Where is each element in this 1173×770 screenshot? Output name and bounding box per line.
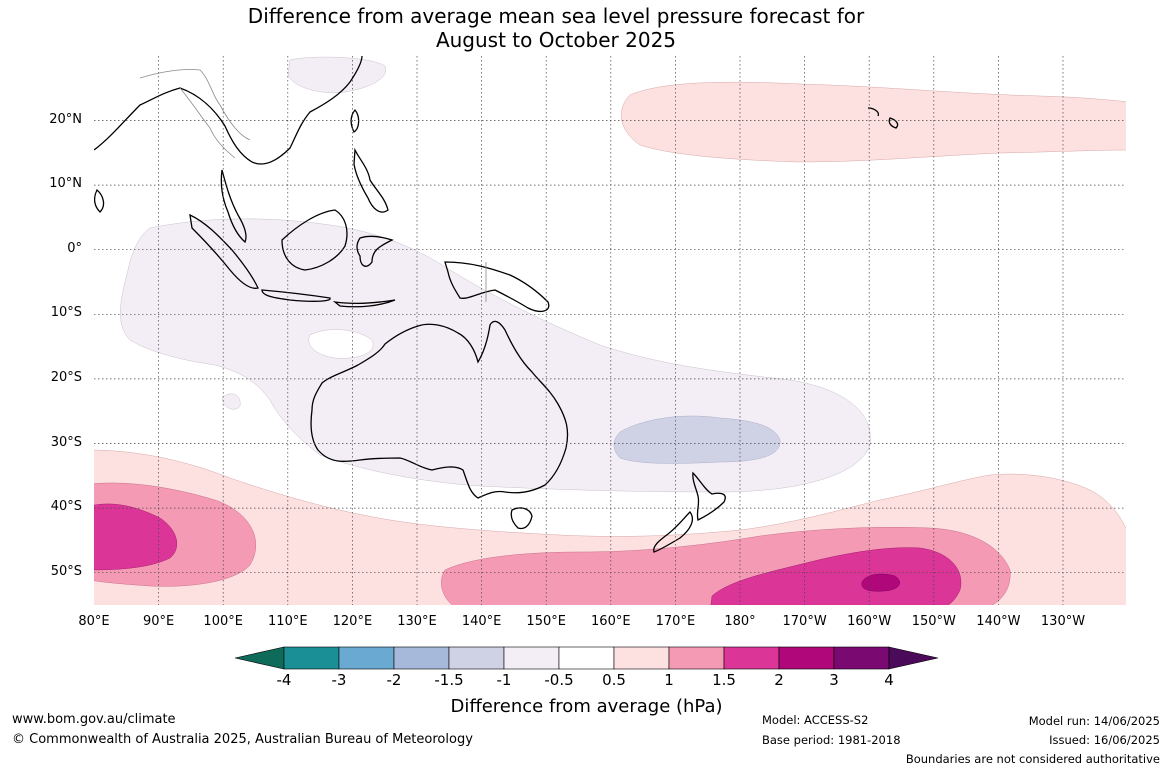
colorbar-swatch — [613, 646, 670, 670]
colorbar-swatch — [338, 646, 395, 670]
website-link[interactable]: www.bom.gov.au/climate — [12, 712, 176, 727]
new-guinea-coastline — [444, 261, 550, 313]
colorbar-tick-label: -1.5 — [434, 671, 464, 689]
asia-mainland-coastline — [94, 56, 363, 165]
model-label: Model: ACCESS-S2 — [762, 713, 869, 727]
sumatra-coastline — [189, 213, 259, 289]
latitude-label: 10°N — [49, 176, 82, 192]
colorbar-tick-label: 4 — [884, 671, 894, 689]
longitude-label: 110°E — [268, 614, 308, 629]
longitude-label: 80°E — [78, 614, 110, 629]
colorbar-tick-label: 0.5 — [602, 671, 626, 689]
anomaly-region-neutral-hole — [308, 329, 374, 359]
colorbar-extend-high — [888, 646, 939, 670]
longitude-label: 170°W — [782, 614, 827, 629]
latitude-label: 40°S — [50, 499, 82, 515]
colorbar-tick-label: 2 — [774, 671, 784, 689]
colorbar-swatch — [558, 646, 615, 670]
latitude-label: 50°S — [50, 563, 82, 579]
philippines-coastline — [353, 147, 389, 213]
colorbar-tick-label: -2 — [386, 671, 402, 689]
latitude-label: 20°S — [50, 369, 82, 385]
colorbar-swatch — [503, 646, 560, 670]
colorbar-swatch — [723, 646, 780, 670]
colorbar-swatch — [833, 646, 890, 670]
longitude-label: 160°E — [591, 614, 631, 629]
copyright-text: © Commonwealth of Australia 2025, Austra… — [12, 732, 473, 747]
anomaly-region-negative-moderate — [613, 415, 781, 464]
colorbar-tick-label: 1 — [664, 671, 674, 689]
anomaly-region-negative-light-north — [287, 56, 386, 93]
colorbar-tick-label: 3 — [829, 671, 839, 689]
colorbar-swatch — [283, 646, 340, 670]
colorbar-swatch — [668, 646, 725, 670]
title-line-2: August to October 2025 — [435, 28, 677, 52]
longitude-label: 140°W — [976, 614, 1021, 629]
anomaly-region-positive-strong-east — [710, 547, 962, 605]
latitude-label: 30°S — [50, 434, 82, 450]
latitude-label: 20°N — [49, 111, 82, 127]
coastlines — [94, 56, 899, 553]
anomaly-region-negative-light-sw — [221, 393, 241, 410]
colorbar-tick-label: -3 — [331, 671, 347, 689]
latitude-label: 0° — [67, 240, 82, 256]
colorbar-swatch — [393, 646, 450, 670]
chart-title: Difference from average mean sea level p… — [0, 4, 1172, 52]
java-coastline — [261, 289, 331, 302]
latitude-label: 10°S — [50, 305, 82, 321]
sri-lanka-coastline — [94, 188, 105, 213]
longitude-label: 170°E — [655, 614, 696, 629]
colorbar-tick-label: -0.5 — [544, 671, 574, 689]
longitude-label: 140°E — [461, 614, 502, 629]
model-run-label: Model run: 14/06/2025 — [1028, 714, 1160, 728]
sulawesi-coastline — [356, 235, 394, 267]
colorbar-tick-label: -4 — [276, 671, 292, 689]
graticule — [94, 56, 1126, 605]
new-zealand-north-island — [692, 471, 726, 521]
malay-peninsula-coastline — [220, 169, 247, 244]
longitude-label: 160°W — [847, 614, 892, 629]
longitude-label: 180° — [724, 614, 756, 629]
taiwan-coastline — [350, 108, 360, 133]
colorbar-title: Difference from average (hPa) — [450, 696, 723, 717]
anomaly-region-positive-strong-west — [94, 503, 178, 571]
colorbar — [234, 646, 939, 670]
anomaly-region-positive-north-pacific — [621, 81, 1126, 163]
longitude-label: 120°E — [332, 614, 373, 629]
pressure-anomaly-layer — [94, 56, 1126, 605]
longitude-label: 90°E — [142, 614, 175, 629]
colorbar-extend-low — [234, 646, 285, 670]
borneo-coastline — [281, 209, 348, 271]
longitude-label: 150°E — [526, 614, 566, 629]
colorbar-swatch — [448, 646, 505, 670]
australia-coastline — [310, 320, 569, 499]
country-borders — [139, 69, 487, 302]
new-zealand-south-island — [653, 511, 694, 553]
colorbar-tick-label: 1.5 — [712, 671, 736, 689]
longitude-label: 150°W — [911, 614, 956, 629]
longitude-label: 100°E — [203, 614, 243, 629]
issued-label: Issued: 16/06/2025 — [1049, 733, 1160, 747]
longitude-label: 130°W — [1040, 614, 1086, 629]
title-line-1: Difference from average mean sea level p… — [247, 4, 865, 28]
disclaimer-text: Boundaries are not considered authoritat… — [905, 752, 1160, 766]
colorbar-swatch — [778, 646, 835, 670]
lesser-sunda-coastline — [332, 299, 396, 308]
colorbar-tick-label: -1 — [496, 671, 512, 689]
tasmania-coastline — [510, 507, 533, 530]
longitude-label: 130°E — [397, 614, 437, 629]
base-period-label: Base period: 1981-2018 — [762, 733, 901, 747]
anomaly-region-positive-core — [861, 573, 900, 592]
